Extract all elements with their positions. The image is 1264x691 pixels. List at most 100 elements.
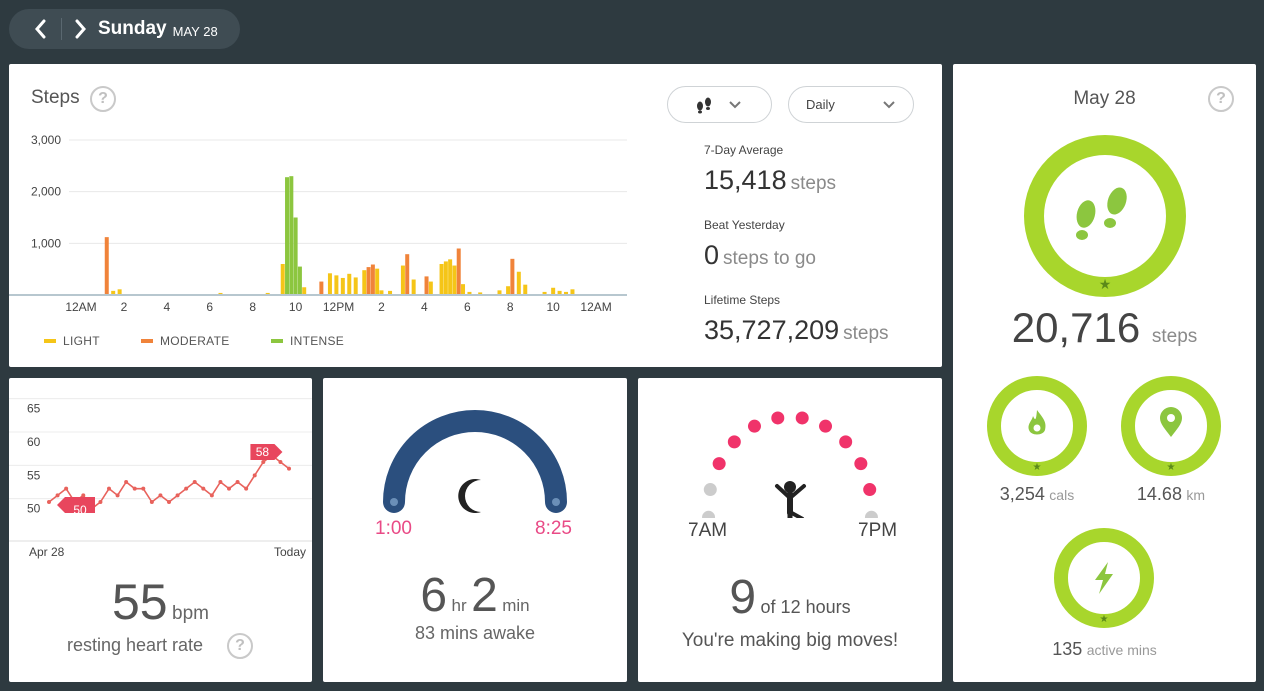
heart-rate-point [218, 480, 223, 484]
distance-goal-ring[interactable]: ★ [1119, 374, 1223, 478]
step-bar [104, 237, 109, 295]
calories-total: 3,254 cals [985, 484, 1089, 505]
sleep-arc [383, 410, 567, 513]
heart-rate-point [201, 486, 206, 491]
previous-day-button[interactable] [31, 17, 49, 41]
heart-rate-point [278, 460, 283, 464]
heart-rate-point [261, 460, 266, 464]
period-select[interactable]: Daily [788, 86, 914, 123]
step-bar [334, 275, 339, 295]
calories-unit: cals [1049, 487, 1075, 503]
heart-rate-point [98, 500, 103, 504]
distance-total: 14.68 km [1119, 484, 1223, 505]
hourly-activity-dots [702, 411, 878, 518]
flame-icon [1028, 410, 1046, 435]
x-tick-label: 12PM [323, 300, 354, 314]
legend-intense-label: INTENSE [290, 334, 345, 348]
x-tick-label: 4 [421, 300, 428, 314]
heart-rate-point [55, 493, 60, 498]
calories-goal-ring[interactable]: ★ [985, 374, 1089, 478]
beat-yesterday-number: 0 [704, 240, 720, 270]
beat-yesterday-label: Beat Yesterday [704, 218, 785, 232]
heart-rate-point [244, 486, 249, 491]
legend-intense-swatch [271, 339, 283, 343]
step-bar [523, 284, 528, 295]
heart-rate-point [175, 493, 180, 498]
calories-value: 3,254 [999, 484, 1045, 504]
steps-total: 20,716 steps [953, 304, 1256, 352]
chevron-right-icon [75, 19, 86, 39]
heart-rate-start-label: Apr 28 [29, 545, 65, 559]
heart-rate-help-icon[interactable]: ? [227, 633, 253, 659]
sleep-card[interactable]: 1:00 8:25 6 hr 2 min 83 mins awake [323, 378, 627, 682]
legend-light-swatch [44, 339, 56, 343]
next-day-button[interactable] [72, 17, 90, 41]
hourly-message: You're making big moves! [681, 630, 899, 651]
step-bar [362, 270, 367, 295]
step-bar [443, 261, 448, 295]
start-value-badge [57, 497, 95, 513]
step-bar [510, 258, 515, 295]
current-day: Sunday [98, 18, 167, 39]
step-bar [405, 254, 410, 295]
heart-rate-point [149, 500, 154, 504]
y-tick-label: 1,000 [31, 236, 61, 250]
x-tick-label: 6 [464, 300, 471, 314]
steps-total-value: 20,716 [1011, 304, 1141, 351]
heart-rate-card[interactable]: 65 60 55 50 50 58 Apr 28 Today 55 bpm resting… [9, 378, 312, 682]
step-bar [428, 281, 433, 295]
active-minutes-total: 135 active mins [953, 639, 1256, 660]
legend-moderate-swatch [141, 339, 153, 343]
active-minutes-goal-ring[interactable]: ★ [1052, 526, 1156, 630]
moon-icon [458, 479, 481, 513]
heart-rate-point [167, 500, 171, 504]
x-tick-label: 8 [507, 300, 514, 314]
distance-unit: km [1186, 487, 1206, 503]
steps-help-icon[interactable]: ? [90, 86, 116, 112]
active-minutes-unit: active mins [1086, 642, 1157, 658]
inactive-hour-dot [864, 510, 878, 518]
steps-card: Steps ? 3,000 2,000 1,000 12AM 2 4 6 8 10 12PM 2 4 6… [9, 64, 942, 367]
summary-help-icon[interactable]: ? [1208, 86, 1234, 112]
hourly-activity-card[interactable]: 7AM 7PM 9 of 12 hours You're making big … [638, 378, 942, 682]
svg-text:★: ★ [1167, 462, 1176, 473]
seven-day-average-label: 7-Day Average [704, 143, 784, 157]
footprints-icon [697, 97, 711, 113]
lifetime-steps-unit: steps [843, 323, 889, 344]
legend-moderate: MODERATE [141, 334, 230, 348]
sleep-duration: 6 hr 2 min [323, 568, 627, 623]
resting-heart-rate-unit: bpm [172, 603, 210, 624]
activity-type-select[interactable] [667, 86, 772, 123]
x-tick-label: 12AM [580, 300, 611, 314]
active-minutes-value: 135 [1052, 639, 1083, 659]
hourly-progress: 9 of 12 hours [638, 570, 942, 625]
seven-day-average-unit: steps [790, 173, 837, 194]
y-tick-label: 60 [27, 435, 41, 449]
goal-star-icon: ★ [1099, 276, 1112, 292]
sleep-minutes-unit: min [502, 596, 530, 615]
svg-text:★: ★ [1033, 462, 1042, 473]
heart-rate-point [287, 466, 291, 471]
active-hour-dot [771, 411, 785, 425]
x-tick-label: 2 [121, 300, 128, 314]
legend-intense: INTENSE [271, 334, 344, 348]
step-bar [285, 177, 290, 295]
heart-rate-end-label: Today [273, 545, 306, 559]
step-bar [557, 290, 562, 295]
step-bar [302, 287, 307, 295]
chevron-down-icon [883, 100, 895, 108]
step-bar [439, 264, 444, 295]
y-tick-label: 50 [27, 502, 41, 516]
step-bar [564, 291, 569, 295]
svg-text:★: ★ [1100, 614, 1109, 625]
x-tick-label: 12AM [65, 300, 96, 314]
step-bar [347, 273, 352, 295]
step-bar [497, 290, 502, 295]
nav-divider [61, 18, 62, 40]
step-bar [461, 284, 466, 295]
step-bar [400, 265, 405, 295]
lifetime-steps-value: 35,727,209 steps [704, 315, 889, 346]
step-bar [327, 273, 332, 295]
steps-goal-ring[interactable]: ★ [1020, 131, 1190, 301]
current-date: MAY 28 [172, 23, 218, 39]
